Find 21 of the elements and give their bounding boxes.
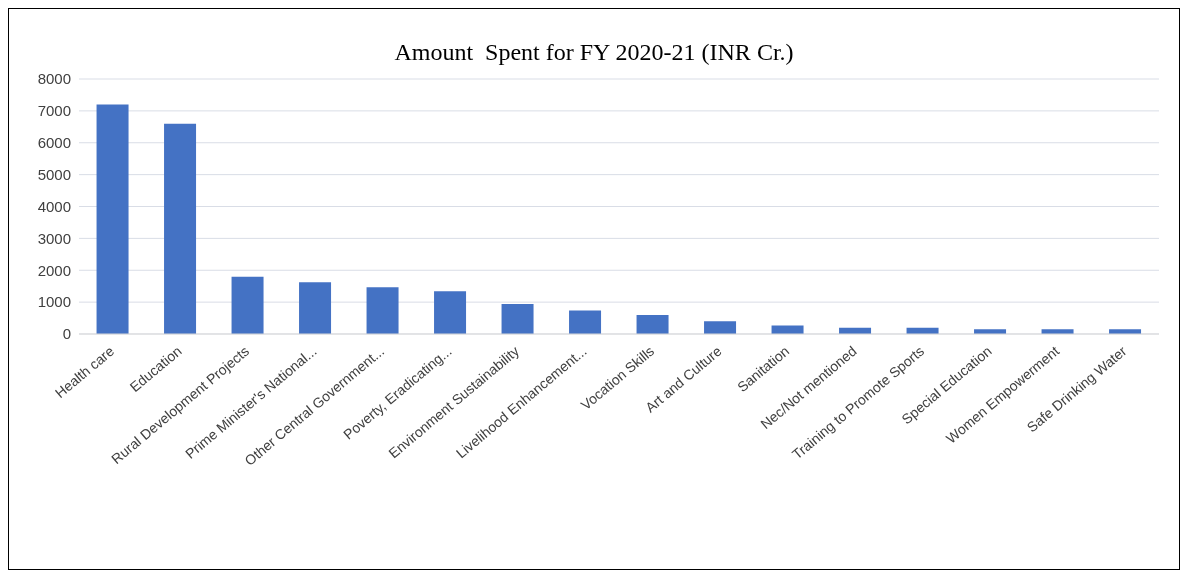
y-tick-label: 4000 (37, 197, 71, 215)
bar (569, 310, 602, 334)
bar (366, 287, 399, 334)
y-tick-label: 7000 (37, 102, 71, 120)
bar (231, 276, 264, 334)
y-tick-label: 1000 (37, 293, 71, 311)
bar (501, 304, 534, 334)
bar (299, 282, 332, 334)
bar (96, 104, 129, 334)
chart-title: Amount Spent for FY 2020-21 (INR Cr.) (393, 39, 795, 66)
y-tick-label: 2000 (37, 261, 71, 279)
y-tick-label: 8000 (37, 70, 71, 88)
bar (164, 123, 197, 334)
y-tick-label: 5000 (37, 165, 71, 183)
y-tick-label: 3000 (37, 229, 71, 247)
bar (771, 325, 804, 334)
y-tick-label: 0 (62, 325, 71, 343)
bar (434, 291, 467, 334)
bar (704, 321, 737, 334)
bar (636, 314, 669, 334)
y-tick-label: 6000 (37, 134, 71, 152)
